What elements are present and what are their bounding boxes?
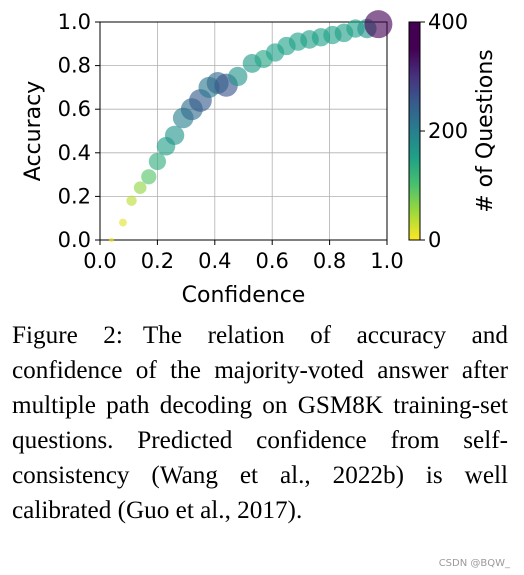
- watermark: CSDN @BQW_: [438, 558, 510, 569]
- y-axis-label: Accuracy: [21, 81, 46, 181]
- scatter-plot-svg: 0.0 0.2 0.4 0.6 0.8 1.0 0.0 0.2 0.4 0.6 0.8 1.0 Co…: [21, 10, 498, 308]
- data-points: [109, 10, 393, 243]
- y-tick-label: 1.0: [58, 10, 91, 34]
- x-tick-label: 0.4: [198, 249, 231, 273]
- figure-caption: Figure 2: The relation of accu­racy and c…: [12, 318, 508, 528]
- data-point: [133, 181, 147, 195]
- data-point: [164, 125, 185, 146]
- y-tick-label: 0.6: [58, 97, 91, 121]
- colorbar-tick-label: 200: [428, 119, 468, 143]
- y-axis-ticks: 0.0 0.2 0.4 0.6 0.8 1.0: [58, 10, 100, 252]
- grid-lines: [99, 21, 388, 241]
- x-tick-label: 0.8: [313, 249, 346, 273]
- colorbar-label: # of Questions: [473, 49, 498, 213]
- colorbar: [408, 21, 421, 241]
- colorbar-ticks: 0 200 400: [420, 10, 468, 252]
- x-tick-label: 0.0: [83, 249, 116, 273]
- x-axis-ticks: 0.0 0.2 0.4 0.6 0.8 1.0: [83, 240, 404, 273]
- x-tick-label: 1.0: [370, 249, 403, 273]
- data-point: [141, 169, 157, 185]
- data-point: [126, 195, 137, 206]
- x-tick-label: 0.2: [141, 249, 174, 273]
- data-point: [119, 218, 127, 227]
- colorbar-tick-label: 400: [428, 10, 468, 34]
- data-point: [228, 66, 248, 87]
- x-tick-label: 0.6: [255, 249, 288, 273]
- y-tick-label: 0.4: [58, 141, 91, 165]
- data-point: [109, 237, 114, 243]
- scatter-chart: 0.0 0.2 0.4 0.6 0.8 1.0 0.0 0.2 0.4 0.6 0.8 1.0 Co…: [21, 10, 498, 308]
- caption-label: Figure 2:: [12, 322, 123, 349]
- data-point: [364, 10, 393, 39]
- x-axis-label: Confidence: [182, 283, 306, 308]
- y-tick-label: 0.2: [58, 184, 91, 208]
- data-point: [148, 152, 167, 171]
- plot-area-frame: [99, 21, 388, 241]
- y-tick-label: 0.8: [58, 54, 91, 78]
- colorbar-tick-label: 0: [428, 228, 441, 252]
- y-tick-label: 0.0: [58, 228, 91, 252]
- caption-text: The relation of accu­racy and confidence…: [12, 322, 508, 524]
